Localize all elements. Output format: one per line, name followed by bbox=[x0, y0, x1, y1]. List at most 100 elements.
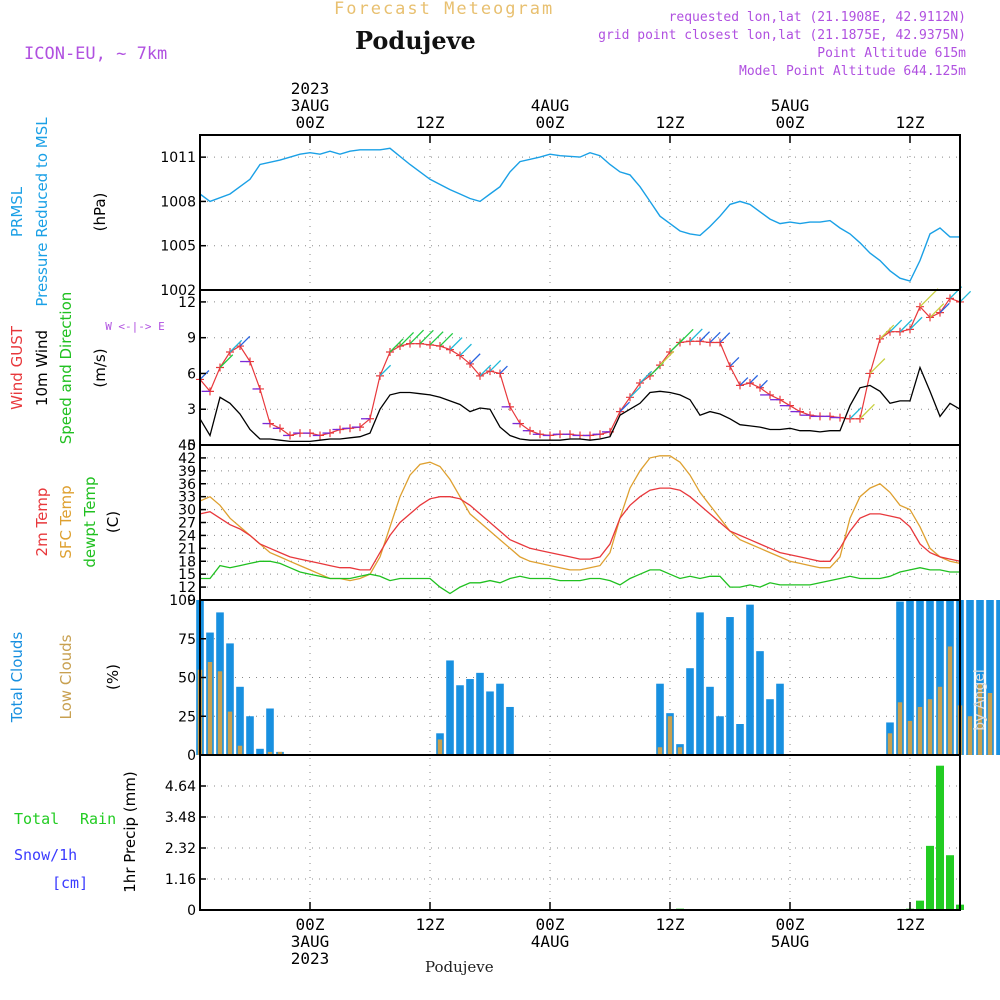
wind-gust-marker bbox=[416, 339, 424, 348]
low-cloud-bar bbox=[217, 671, 223, 755]
temp-tick-label: 27 bbox=[178, 516, 196, 532]
total-cloud-bar bbox=[496, 683, 504, 755]
time-label-bottom: 00Z bbox=[536, 915, 565, 934]
time-label-bottom: 2023 bbox=[291, 949, 330, 968]
wind-gust-marker bbox=[456, 351, 464, 360]
credit-label: by Angel bbox=[972, 669, 988, 730]
total-cloud-bar bbox=[446, 660, 454, 755]
time-label-bottom: 00Z bbox=[296, 915, 325, 934]
clouds-tick-label: 100 bbox=[169, 593, 196, 609]
wind-direction-arrow bbox=[409, 329, 425, 345]
pressure-series-line bbox=[199, 147, 960, 282]
total-cloud-bar bbox=[896, 601, 904, 755]
low-cloud-bar bbox=[987, 693, 993, 755]
clouds-tick-label: 0 bbox=[187, 748, 196, 764]
time-label-top: 5AUG bbox=[771, 96, 810, 115]
time-label-top: 2023 bbox=[291, 79, 330, 98]
low-cloud-bar bbox=[667, 716, 673, 755]
panel-frame-clouds bbox=[199, 599, 961, 756]
total-cloud-bar bbox=[226, 643, 234, 755]
total-cloud-bar bbox=[996, 600, 1000, 755]
time-label-bottom: 5AUG bbox=[771, 932, 810, 951]
low-cloud-bar bbox=[437, 739, 443, 755]
wind-speed-dir-label: Speed and Direction bbox=[57, 292, 75, 445]
wind-direction-arrow bbox=[699, 331, 711, 342]
pressure-unit-label: (hPa) bbox=[91, 193, 109, 232]
wind-direction-arrow bbox=[879, 324, 895, 340]
wind-gust-marker bbox=[486, 367, 494, 376]
wind-direction-arrow bbox=[389, 338, 404, 353]
wind-direction-arrow bbox=[679, 328, 694, 343]
low-cloud-bar bbox=[237, 745, 243, 755]
time-label-bottom: 12Z bbox=[896, 915, 925, 934]
wind-direction-arrow bbox=[489, 360, 502, 372]
wind-tick-label: 9 bbox=[187, 331, 196, 347]
wind-direction-arrow bbox=[499, 365, 508, 374]
panel-frame-precip bbox=[199, 754, 961, 911]
footer-station: Podujeve bbox=[425, 958, 494, 976]
wind-direction-arrow bbox=[239, 335, 251, 347]
wind-direction-arrow bbox=[429, 331, 444, 346]
precip-tick-label: 3.48 bbox=[165, 810, 196, 826]
temp-tick-label: 36 bbox=[178, 477, 196, 493]
total-cloud-bar bbox=[486, 691, 494, 755]
time-label-bottom: 3AUG bbox=[291, 932, 330, 951]
time-label-top: 00Z bbox=[296, 113, 325, 132]
point-altitude: Point Altitude 615m bbox=[817, 46, 966, 61]
total-cloud-bar bbox=[986, 600, 994, 755]
temp-line-dewpt bbox=[200, 560, 960, 595]
panel-frame-pressure bbox=[199, 134, 961, 291]
wind-direction-arrow bbox=[469, 353, 481, 365]
wind-direction-arrow bbox=[629, 386, 642, 398]
pressure-tick-label: 1005 bbox=[160, 239, 196, 255]
wind-direction-arrow bbox=[849, 407, 862, 420]
time-label-bottom: 12Z bbox=[656, 915, 685, 934]
wind-direction-arrow bbox=[619, 401, 631, 413]
pressure-tick-label: 1002 bbox=[160, 283, 196, 299]
compass-label: W <-|-> E bbox=[105, 320, 165, 333]
total-cloud-bar bbox=[656, 683, 664, 755]
precip-unit-label: 1hr Precip (mm) bbox=[121, 771, 139, 892]
pressure-label-a: PRMSL bbox=[8, 186, 26, 237]
temp-tick-label: 39 bbox=[178, 464, 196, 480]
temp-tick-label: 9 bbox=[187, 593, 196, 609]
low-cloud-bar bbox=[227, 711, 233, 755]
temp-dewpt-label: dewpt Temp bbox=[81, 476, 99, 567]
temp-unit-label: (C) bbox=[104, 511, 122, 533]
wind-gust-marker bbox=[716, 338, 724, 347]
total-cloud-bar bbox=[916, 600, 924, 755]
total-cloud-bar bbox=[236, 686, 244, 755]
wind-direction-arrow bbox=[729, 356, 740, 367]
pressure-tick-label: 1011 bbox=[160, 150, 196, 166]
total-cloud-bar bbox=[936, 600, 944, 755]
temp-line-2m bbox=[199, 487, 961, 571]
pressure-tick-label: 1008 bbox=[160, 194, 196, 210]
wind-direction-arrow bbox=[219, 354, 234, 368]
wind-direction-arrow bbox=[419, 329, 434, 345]
temp-tick-label: 21 bbox=[178, 541, 196, 557]
model-altitude: Model Point Altitude 644.125m bbox=[739, 64, 966, 79]
requested-point: requested lon,lat (21.1908E, 42.9112N) bbox=[668, 10, 966, 25]
wind-direction-arrow bbox=[749, 374, 759, 384]
grid-point: grid point closest lon,lat (21.1875E, 42… bbox=[598, 28, 966, 43]
time-label-top: 12Z bbox=[896, 113, 925, 132]
wind-direction-arrow bbox=[459, 343, 472, 357]
temp-tick-label: 24 bbox=[178, 528, 196, 544]
wind-tick-label: 12 bbox=[178, 295, 196, 311]
total-cloud-bar bbox=[456, 685, 464, 755]
wind-direction-arrow bbox=[719, 332, 731, 343]
rain-bar bbox=[946, 855, 954, 910]
wind-direction-arrow bbox=[439, 332, 454, 347]
clouds-tick-label: 50 bbox=[178, 671, 196, 687]
wind-direction-arrow bbox=[959, 290, 972, 303]
total-cloud-bar bbox=[766, 699, 774, 755]
wind-direction-arrow bbox=[479, 364, 492, 377]
total-cloud-bar bbox=[466, 679, 474, 755]
temp-2m-label: 2m Temp bbox=[33, 488, 51, 557]
panel-frame-wind bbox=[199, 289, 961, 446]
forecast-title: Forecast Meteogram bbox=[334, 0, 555, 19]
pressure-label-b: Pressure Reduced to MSL bbox=[33, 117, 51, 307]
temp-sfc-label: SFC Temp bbox=[57, 485, 75, 558]
low-cloud-bar bbox=[887, 733, 893, 755]
wind-direction-arrow bbox=[859, 403, 875, 420]
